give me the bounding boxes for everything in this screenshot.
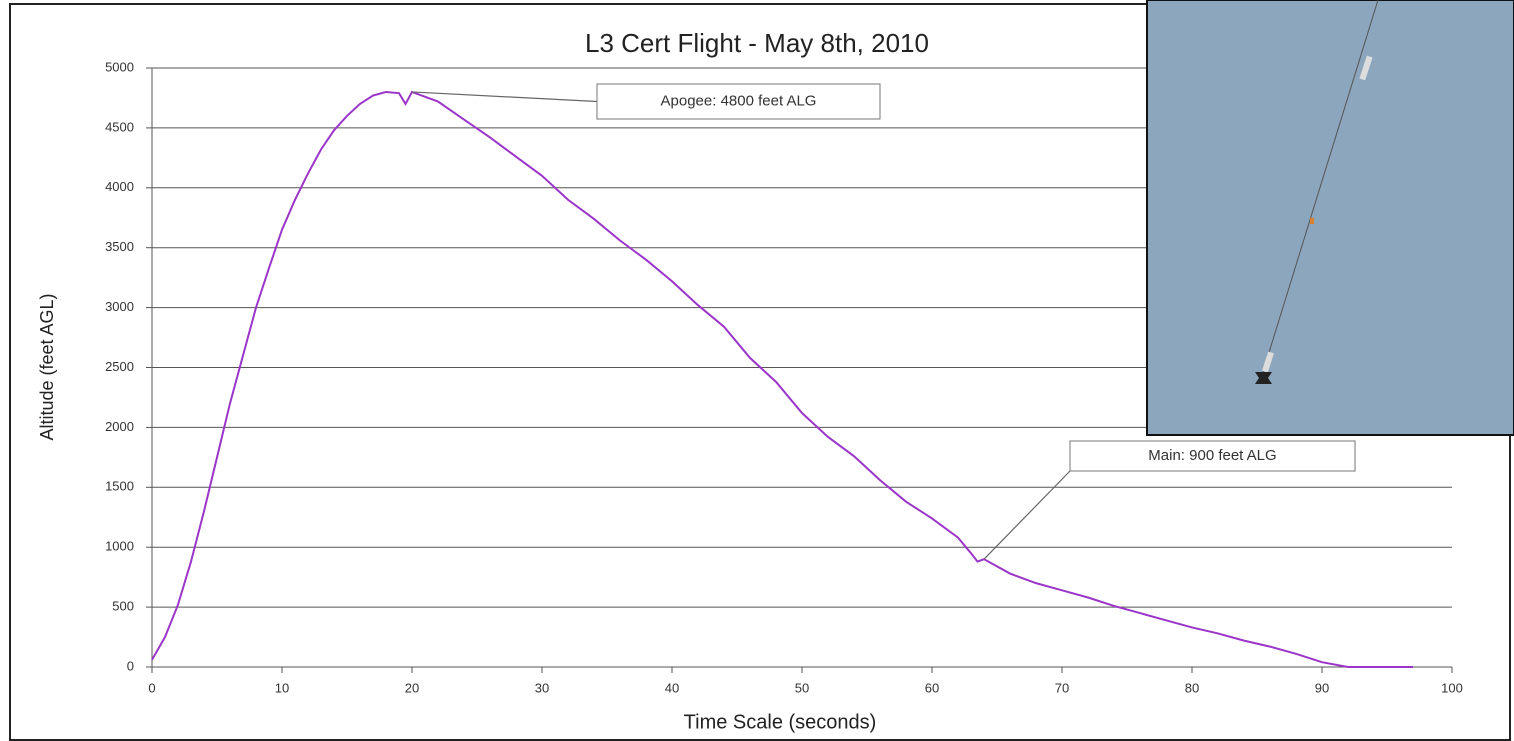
x-tick-label: 10	[275, 680, 289, 695]
y-tick-label: 2000	[105, 419, 134, 434]
chart: L3 Cert Flight - May 8th, 2010 Time Scal…	[0, 0, 1514, 741]
y-tick-label: 5000	[105, 59, 134, 74]
photo-inset	[1147, 0, 1514, 435]
annotation-arrow	[412, 92, 597, 102]
chart-title: L3 Cert Flight - May 8th, 2010	[585, 28, 929, 58]
x-tick-label: 60	[925, 680, 939, 695]
y-tick-label: 4500	[105, 119, 134, 134]
y-tick-label: 0	[127, 658, 134, 673]
x-axis-label: Time Scale (seconds)	[684, 711, 877, 733]
y-tick-label: 2500	[105, 359, 134, 374]
annotation-arrow	[984, 471, 1070, 559]
y-tick-label: 500	[112, 599, 134, 614]
x-tick-label: 0	[148, 680, 155, 695]
x-tick-label: 30	[535, 680, 549, 695]
photo	[1147, 0, 1514, 435]
annotation-text: Apogee: 4800 feet ALG	[661, 92, 817, 109]
rocket-part	[1310, 218, 1314, 224]
y-axis-label: Altitude (feet AGL)	[37, 293, 57, 440]
x-tick-label: 70	[1055, 680, 1069, 695]
x-tick-label: 80	[1185, 680, 1199, 695]
annotation-text: Main: 900 feet ALG	[1148, 447, 1276, 464]
x-tick-label: 90	[1315, 680, 1329, 695]
x-tick-label: 100	[1441, 680, 1463, 695]
y-tick-label: 4000	[105, 179, 134, 194]
y-tick-label: 3500	[105, 239, 134, 254]
y-tick-label: 3000	[105, 299, 134, 314]
y-tick-label: 1000	[105, 539, 134, 554]
x-tick-label: 20	[405, 680, 419, 695]
y-tick-label: 1500	[105, 479, 134, 494]
x-tick-label: 50	[795, 680, 809, 695]
x-tick-label: 40	[665, 680, 679, 695]
